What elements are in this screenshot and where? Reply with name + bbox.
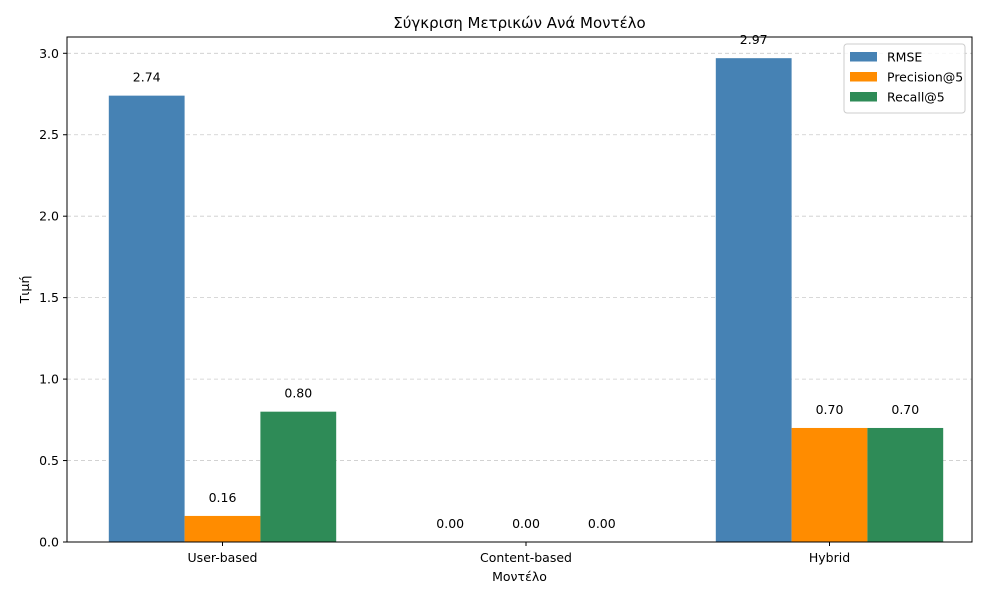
- y-tick-label: 3.0: [39, 46, 59, 61]
- y-axis-label: Τιμή: [17, 276, 32, 305]
- x-axis-label: Μοντέλο: [492, 569, 547, 584]
- bar-recall-5-2: [867, 427, 944, 542]
- bar-precision-5-0: [184, 515, 261, 542]
- grid-layer: [67, 52, 972, 461]
- y-tick-label: 2.5: [39, 127, 59, 142]
- legend-swatch: [850, 52, 877, 62]
- axes-layer: 0.0 0.5 1.0 1.5 2.0 2.5 3.0 User-based Content-b…: [39, 46, 850, 565]
- data-label: 0.70: [816, 402, 844, 417]
- y-tick-label: 0.5: [39, 453, 59, 468]
- bar-rmse-2: [715, 58, 792, 542]
- x-tick-label: Hybrid: [809, 550, 850, 565]
- data-label: 2.74: [133, 70, 161, 85]
- data-label: 0.00: [512, 516, 540, 531]
- data-label: 0.80: [284, 386, 312, 401]
- data-label: 0.70: [891, 402, 919, 417]
- legend-label: Precision@5: [887, 70, 963, 85]
- legend-swatch: [850, 72, 877, 82]
- data-label: 0.00: [588, 516, 616, 531]
- y-tick-label: 1.5: [39, 290, 59, 305]
- bar-recall-5-0: [260, 411, 337, 542]
- y-tick-label: 2.0: [39, 209, 59, 224]
- bar-precision-5-2: [791, 427, 868, 542]
- y-tick-label: 1.0: [39, 372, 59, 387]
- legend-label: Recall@5: [887, 90, 945, 105]
- legend: RMSE Precision@5 Recall@5: [843, 43, 966, 114]
- data-label: 0.00: [436, 516, 464, 531]
- data-label: 2.97: [740, 32, 768, 47]
- chart-title: Σύγκριση Μετρικών Ανά Μοντέλο: [393, 14, 645, 32]
- data-labels-layer: 2.74 0.16 0.80 0.00 0.00 0.00 2.97 0.70 0.70: [133, 32, 919, 531]
- legend-swatch: [850, 92, 877, 102]
- legend-label: RMSE: [887, 50, 922, 65]
- bars-layer: [108, 58, 944, 542]
- y-tick-label: 0.0: [39, 535, 59, 550]
- data-label: 0.16: [209, 490, 237, 505]
- plot-frame: [66, 36, 973, 543]
- x-tick-label: User-based: [188, 550, 258, 565]
- bar-rmse-0: [108, 95, 185, 542]
- x-tick-label: Content-based: [480, 550, 572, 565]
